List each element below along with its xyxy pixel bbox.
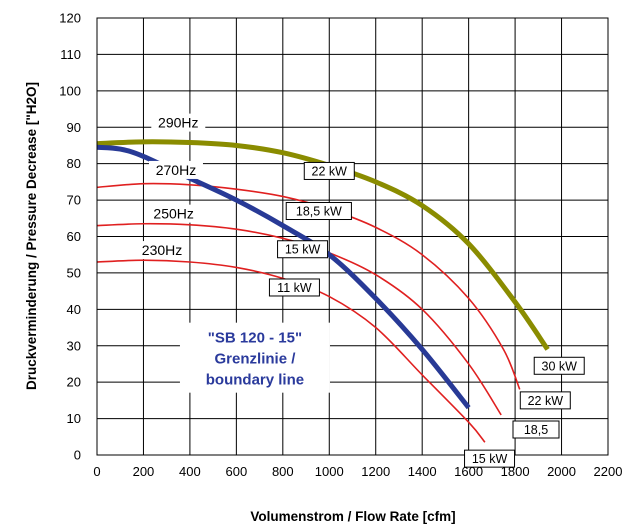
note-line: "SB 120 - 15" xyxy=(208,330,302,347)
curve-label-bg xyxy=(148,160,203,179)
curve-label: 230Hz xyxy=(142,242,182,258)
x-tick-label: 0 xyxy=(93,464,100,479)
power-box xyxy=(464,449,516,468)
curve-label: 290Hz xyxy=(158,115,198,131)
y-tick-label: 0 xyxy=(74,448,81,463)
boundary-note: "SB 120 - 15" Grenzlinie / boundary line xyxy=(179,322,330,393)
curve-label-bg xyxy=(146,204,201,223)
power-box-label: 11 kW xyxy=(277,281,312,295)
y-axis-title: Druckverminderung / Pressure Decrease ["… xyxy=(24,82,39,390)
power-box xyxy=(285,202,352,221)
note-line: boundary line xyxy=(206,372,304,389)
x-tick-label: 2000 xyxy=(547,464,576,479)
y-tick-label: 30 xyxy=(67,338,81,353)
y-tick-label: 40 xyxy=(67,302,81,317)
x-tick-label: 2200 xyxy=(594,464,623,479)
y-tick-label: 90 xyxy=(67,120,81,135)
power-box-label: 15 kW xyxy=(285,243,321,257)
x-tick-label: 800 xyxy=(272,464,294,479)
note-line: Grenzlinie / xyxy=(215,351,297,368)
power-box-label: 22 kW xyxy=(312,164,348,178)
power-boxes: 22 kW 18,5 kW 15 kW 11 kW 30 kW 22 kW 18,5 15 k… xyxy=(268,161,585,468)
power-box xyxy=(303,161,355,180)
y-tick-label: 20 xyxy=(67,375,81,390)
x-axis-title: Volumenstrom / Flow Rate [cfm] xyxy=(250,509,455,524)
power-box-label: 18,5 xyxy=(524,423,548,437)
power-box xyxy=(512,420,560,439)
curve-labels: 290Hz 270Hz 250Hz 230Hz xyxy=(135,113,206,260)
y-tick-label: 100 xyxy=(59,83,81,98)
power-box xyxy=(533,356,585,375)
x-tick-label: 1400 xyxy=(408,464,437,479)
x-tick-label: 1000 xyxy=(315,464,344,479)
y-tick-label: 60 xyxy=(67,229,81,244)
y-tick-label: 70 xyxy=(67,193,81,208)
y-tick-label: 110 xyxy=(60,47,81,62)
curve-label: 270Hz xyxy=(156,162,196,178)
curve-label-bg xyxy=(135,241,190,260)
plot-frame xyxy=(96,17,609,456)
tick-labels: 0 200 400 600 800 1000 1200 1400 1600 1800 2000 220… xyxy=(59,11,622,480)
x-tick-label: 1800 xyxy=(501,464,530,479)
power-box-label: 22 kW xyxy=(528,394,564,408)
y-tick-label: 50 xyxy=(67,265,81,280)
x-tick-label: 400 xyxy=(179,464,201,479)
power-box xyxy=(268,278,320,297)
y-tick-label: 80 xyxy=(67,156,81,171)
series-line-grenzlinie-boundary-line xyxy=(96,144,471,410)
note-bg xyxy=(179,322,330,393)
curve-label-bg xyxy=(151,113,206,132)
x-tick-label: 200 xyxy=(133,464,155,479)
x-tick-label: 600 xyxy=(226,464,248,479)
power-box-label: 18,5 kW xyxy=(296,205,342,219)
power-box xyxy=(277,240,329,259)
x-tick-label: 1600 xyxy=(454,464,483,479)
x-tick-label: 1200 xyxy=(361,464,390,479)
power-box-label: 30 kW xyxy=(542,359,578,373)
curve-label: 250Hz xyxy=(153,206,193,222)
y-tick-label: 120 xyxy=(59,11,81,26)
y-tick-label: 10 xyxy=(67,411,81,426)
power-box xyxy=(519,391,571,410)
power-box-label: 15 kW xyxy=(472,452,508,466)
